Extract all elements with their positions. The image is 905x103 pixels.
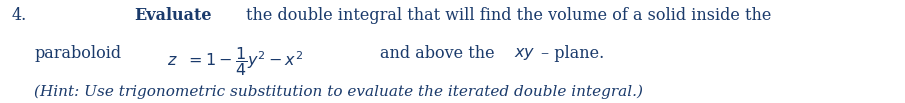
Text: the double integral that will find the volume of a solid inside the: the double integral that will find the v… xyxy=(246,7,772,24)
Text: 4.: 4. xyxy=(12,7,27,24)
Text: paraboloid: paraboloid xyxy=(34,45,121,62)
Text: $z\ \ =1-\dfrac{1}{4}y^2-x^2$: $z\ \ =1-\dfrac{1}{4}y^2-x^2$ xyxy=(167,45,303,78)
Text: $xy$: $xy$ xyxy=(514,45,536,62)
Text: (Hint: Use trigonometric substitution to evaluate the iterated double integral.): (Hint: Use trigonometric substitution to… xyxy=(34,84,643,99)
Text: and above the: and above the xyxy=(380,45,495,62)
Text: Evaluate: Evaluate xyxy=(134,7,212,24)
Text: – plane.: – plane. xyxy=(541,45,605,62)
